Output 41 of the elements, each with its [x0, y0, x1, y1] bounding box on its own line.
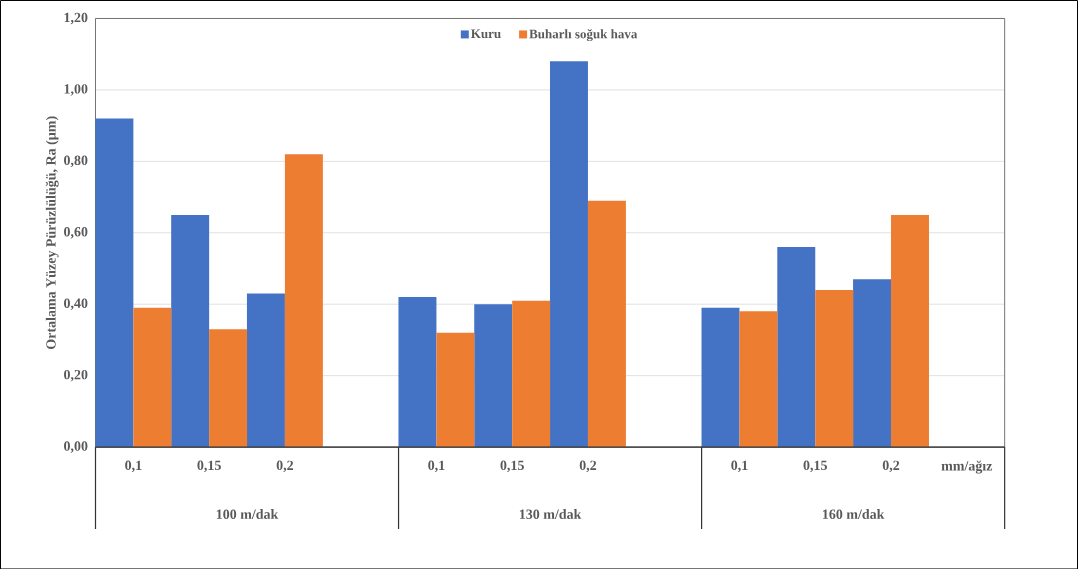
bar	[853, 278, 892, 447]
x-tick-label: 0,2	[882, 460, 900, 472]
bar	[133, 307, 172, 447]
bar	[246, 293, 285, 447]
bar	[95, 118, 134, 447]
y-tick-label: 1,20	[64, 12, 88, 24]
y-tick-label: 0,40	[64, 298, 88, 310]
bar	[436, 332, 475, 447]
x-tick-label: 0,15	[803, 460, 827, 472]
x-tick-label: 0,1	[125, 460, 142, 472]
y-tick-label: 0,20	[64, 369, 88, 382]
text: 160 m/dak	[822, 508, 885, 519]
x-tick-label: 0,15	[197, 460, 221, 472]
y-tick-label: 0,60	[64, 226, 88, 239]
y-tick-label: 0,80	[64, 155, 88, 167]
y-axis-title: Ortalama Yüzey Pürüzlülüğü, Ra (µm)	[45, 116, 59, 349]
bar	[398, 296, 437, 447]
bar	[512, 300, 551, 447]
x-tick-label: 0,15	[500, 460, 524, 472]
x-tick-label: mm/ağız	[941, 460, 993, 474]
x-tick-label: 0,1	[428, 460, 445, 472]
bar	[587, 200, 626, 447]
bar	[550, 61, 588, 447]
bar	[891, 214, 929, 447]
legend-label: Kuru	[471, 29, 501, 38]
text: 100 m/dak	[216, 508, 279, 519]
bar	[815, 289, 854, 447]
bar	[284, 153, 323, 447]
legend-label: Buharlı soğuk hava	[529, 28, 638, 41]
bar	[777, 246, 816, 447]
bar	[739, 311, 778, 447]
bar	[209, 328, 248, 447]
text: 130 m/dak	[519, 508, 582, 519]
x-tick-label: 0,1	[731, 460, 748, 472]
x-tick-label: 0,2	[276, 460, 294, 472]
x-tick-label: 0,2	[579, 460, 597, 472]
bar	[474, 303, 513, 447]
y-tick-label: 0,00	[64, 441, 88, 453]
bar	[701, 307, 740, 447]
bar	[171, 214, 210, 447]
y-tick-label: 1,00	[64, 83, 88, 96]
